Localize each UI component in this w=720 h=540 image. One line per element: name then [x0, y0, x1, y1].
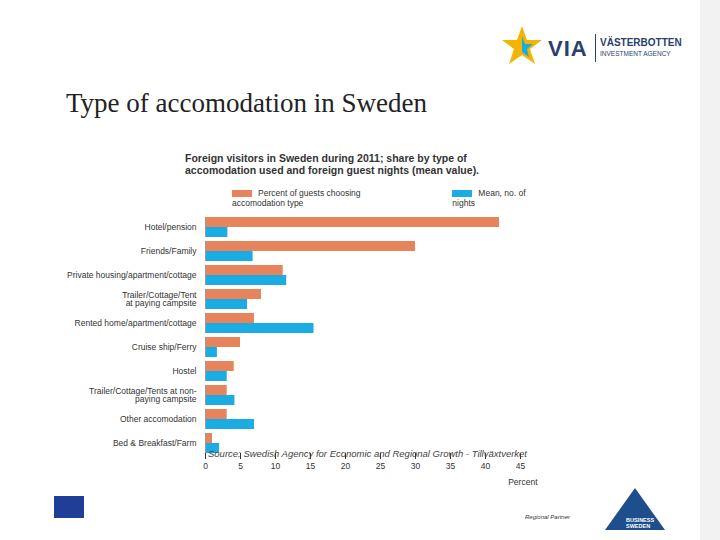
svg-text:20: 20 — [341, 461, 351, 471]
html-text:Type of accomodation in Sweden: Type of accomodation in Sweden — [66, 88, 427, 118]
html-text:BUSINESS SWEDEN: BUSINESS SWEDEN — [626, 517, 655, 529]
html-text:VIA: VIA — [548, 36, 588, 61]
html-text:Mean, no. of nights: Mean, no. of nights — [452, 188, 526, 208]
svg-text:30: 30 — [411, 461, 421, 471]
html-text:Percent of guests choosing acc: Percent of guests choosing accomodation … — [232, 188, 361, 208]
html-text:VÄSTERBOTTEN: VÄSTERBOTTEN — [600, 37, 682, 48]
svg-text:15: 15 — [306, 461, 316, 471]
svg-text:Private housing/apartment/cott: Private housing/apartment/cottage — [67, 270, 197, 280]
svg-text:0: 0 — [203, 461, 208, 471]
html-text:Regional Partner: Regional Partner — [525, 514, 570, 520]
svg-text:Cruise ship/Ferry: Cruise ship/Ferry — [132, 342, 197, 352]
svg-text:Percent: Percent — [508, 477, 538, 487]
svg-text:Rented home/apartment/cottage: Rented home/apartment/cottage — [75, 318, 197, 328]
svg-text:Bed & Breakfast/Farm: Bed & Breakfast/Farm — [113, 438, 197, 448]
svg-text:25: 25 — [376, 461, 386, 471]
svg-text:Trailer/Cottage/Tents at non-p: Trailer/Cottage/Tents at non-paying camp… — [89, 386, 197, 405]
svg-text:Hotel/pension: Hotel/pension — [145, 222, 197, 232]
html-text:Foreign visitors in Sweden dur: Foreign visitors in Sweden during 2011; … — [185, 152, 479, 176]
html-text:INVESTMENT AGENCY: INVESTMENT AGENCY — [600, 50, 671, 57]
html-text:Source: Swedish Agency for Eco: Source: Swedish Agency for Economic and … — [208, 448, 527, 459]
svg-text:45: 45 — [516, 461, 526, 471]
svg-text:Hostel: Hostel — [172, 366, 196, 376]
svg-text:Friends/Family: Friends/Family — [141, 246, 197, 256]
svg-text:10: 10 — [271, 461, 281, 471]
svg-text:5: 5 — [238, 461, 243, 471]
svg-text:Trailer/Cottage/Tentat paying: Trailer/Cottage/Tentat paying campsite — [122, 290, 197, 309]
svg-text:Other accomodation: Other accomodation — [120, 414, 197, 424]
svg-text:35: 35 — [446, 461, 456, 471]
svg-text:40: 40 — [481, 461, 491, 471]
